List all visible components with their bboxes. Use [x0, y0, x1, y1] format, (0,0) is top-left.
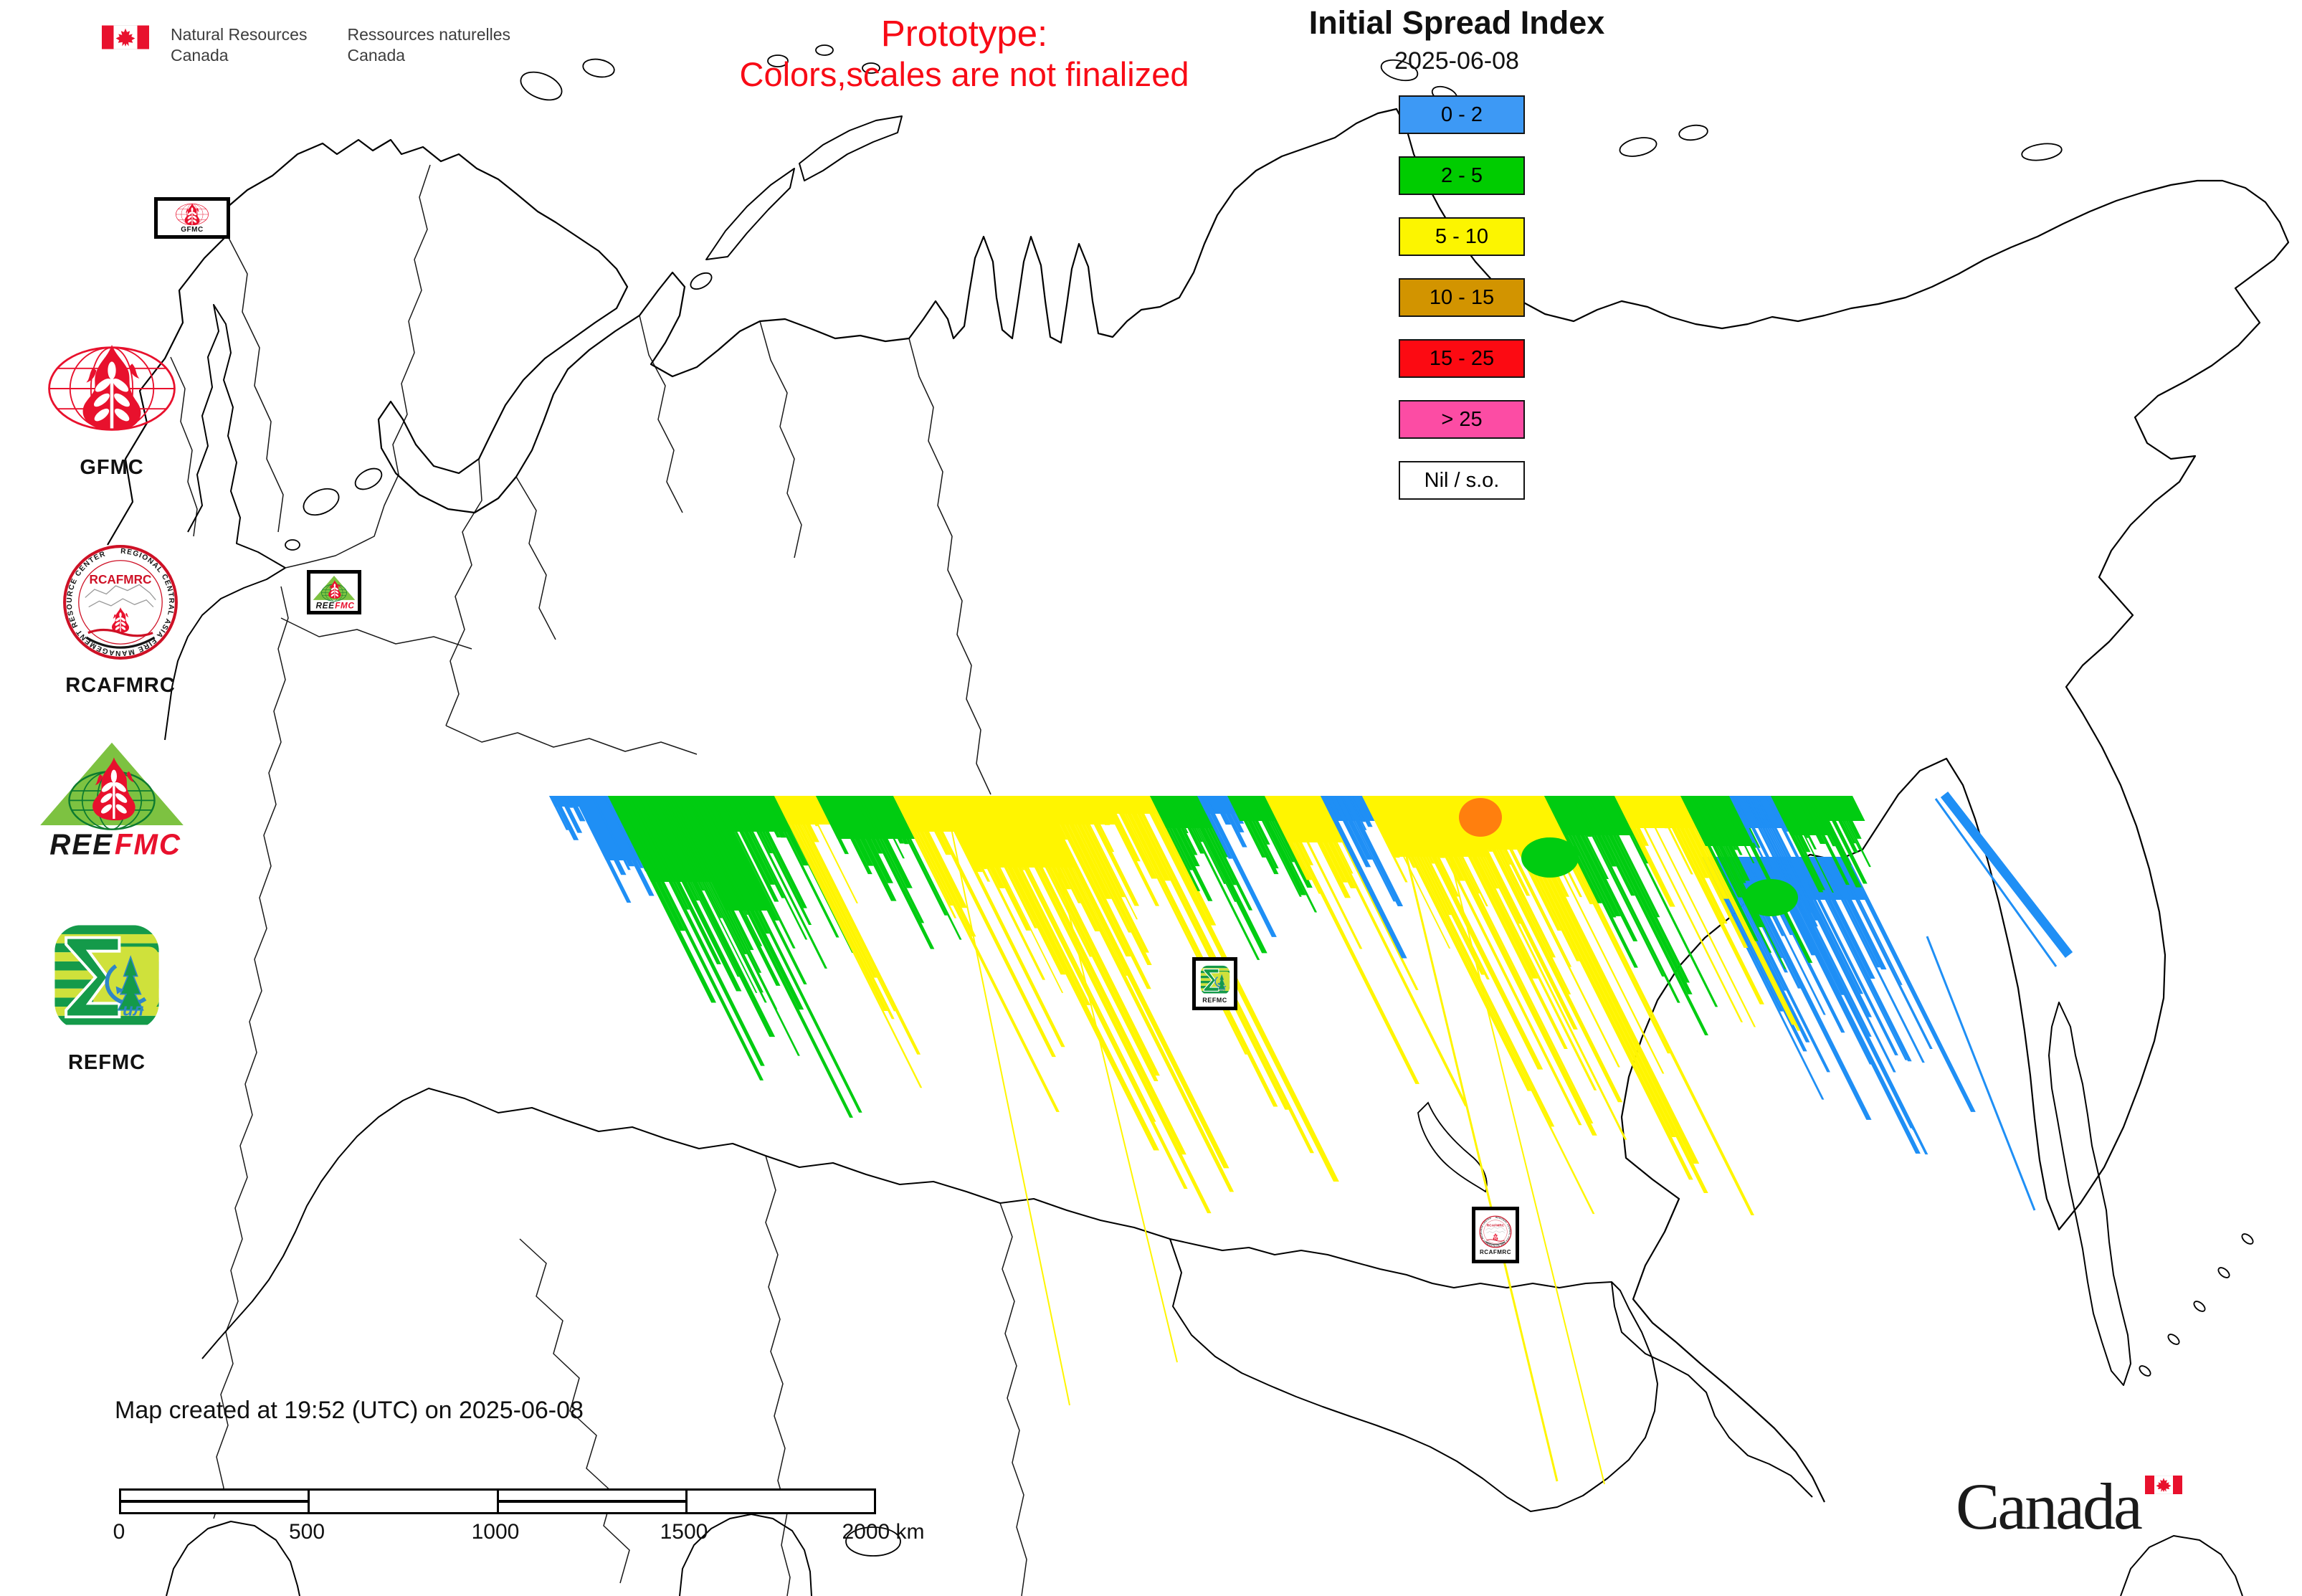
gfmc-logo — [44, 341, 179, 436]
legend-entry: 0 - 2 — [1399, 95, 1525, 134]
canada-flag-icon — [102, 22, 149, 53]
refmc-logo — [50, 921, 163, 1034]
nrcan-fr-line1: Ressources naturelles — [347, 25, 511, 44]
prototype-warning: Prototype: Colors,scales are not finaliz… — [645, 13, 1283, 95]
gfmc-label: GFMC — [80, 456, 144, 479]
rcafmrc-marker-label: RCAFMRC — [1480, 1248, 1511, 1255]
map-date: 2025-06-08 — [1394, 47, 1519, 75]
isi-data-overlay — [549, 792, 2073, 1485]
refmc-marker-label: REFMC — [1202, 996, 1227, 1004]
coastlines — [107, 108, 2290, 1596]
scale-bar — [119, 1488, 876, 1514]
nrcan-en-line1: Natural Resources — [171, 25, 308, 44]
refmc-label: REFMC — [67, 1051, 146, 1074]
nrcan-name-en: Natural Resources Canada — [171, 24, 307, 66]
nrcan-en-line2: Canada — [171, 46, 229, 65]
nrcan-name-fr: Ressources naturelles Canada — [347, 24, 510, 66]
legend-entry: 15 - 25 — [1399, 339, 1525, 378]
scale-tick-label: 1500 — [660, 1520, 708, 1544]
interior-borders — [170, 164, 1027, 1596]
legend-entry: 2 - 5 — [1399, 156, 1525, 195]
refmc-marker-icon — [1199, 964, 1231, 996]
isi-legend: 0 - 2 2 - 5 5 - 10 10 - 15 15 - 25 > 25 Nil / … — [1399, 95, 1525, 522]
scale-segment — [121, 1491, 310, 1512]
legend-entry: Nil / s.o. — [1399, 461, 1525, 500]
map-marker-gfmc: GFMC — [154, 197, 230, 239]
gfmc-marker-label: GFMC — [181, 226, 204, 234]
map-header: Initial Spread Index 2025-06-08 — [1262, 4, 1652, 75]
scale-tick-label: 2000 km — [842, 1520, 925, 1544]
scale-tick-label: 0 — [113, 1520, 125, 1544]
reefmc-logo — [36, 738, 188, 859]
legend-entry: > 25 — [1399, 400, 1525, 439]
scale-tick-label: 1000 — [471, 1520, 520, 1544]
nrcan-fr-line2: Canada — [347, 46, 406, 65]
scale-segment — [498, 1491, 688, 1512]
lakes-and-islands — [285, 44, 2254, 1557]
scale-segment — [688, 1491, 874, 1512]
legend-entry: 5 - 10 — [1399, 217, 1525, 256]
map-marker-refmc: REFMC — [1192, 957, 1237, 1010]
map-created-text: Map created at 19:52 (UTC) on 2025-06-08 — [115, 1397, 584, 1424]
scale-segment — [310, 1491, 499, 1512]
legend-entry: 10 - 15 — [1399, 278, 1525, 317]
rcafmrc-marker-icon — [1479, 1215, 1512, 1248]
rcafmrc-label: RCAFMRC — [65, 674, 176, 697]
prototype-warning-line1: Prototype: — [880, 13, 1048, 54]
prototype-warning-line2: Colors,scales are not finalized — [739, 55, 1189, 93]
page-title: Initial Spread Index — [1308, 4, 1605, 41]
reefmc-marker-icon — [312, 574, 356, 610]
map-marker-reefmc — [307, 570, 361, 614]
rcafmrc-logo — [62, 543, 179, 661]
wordmark-flag-icon — [2145, 1476, 2182, 1494]
map-marker-rcafmrc: RCAFMRC — [1472, 1207, 1519, 1263]
scale-tick-label: 500 — [288, 1520, 325, 1544]
nrcan-signature: Natural Resources Canada Ressources natu… — [102, 22, 510, 66]
canada-wordmark: Canada — [1956, 1470, 2143, 1543]
gfmc-marker-icon — [165, 202, 219, 227]
